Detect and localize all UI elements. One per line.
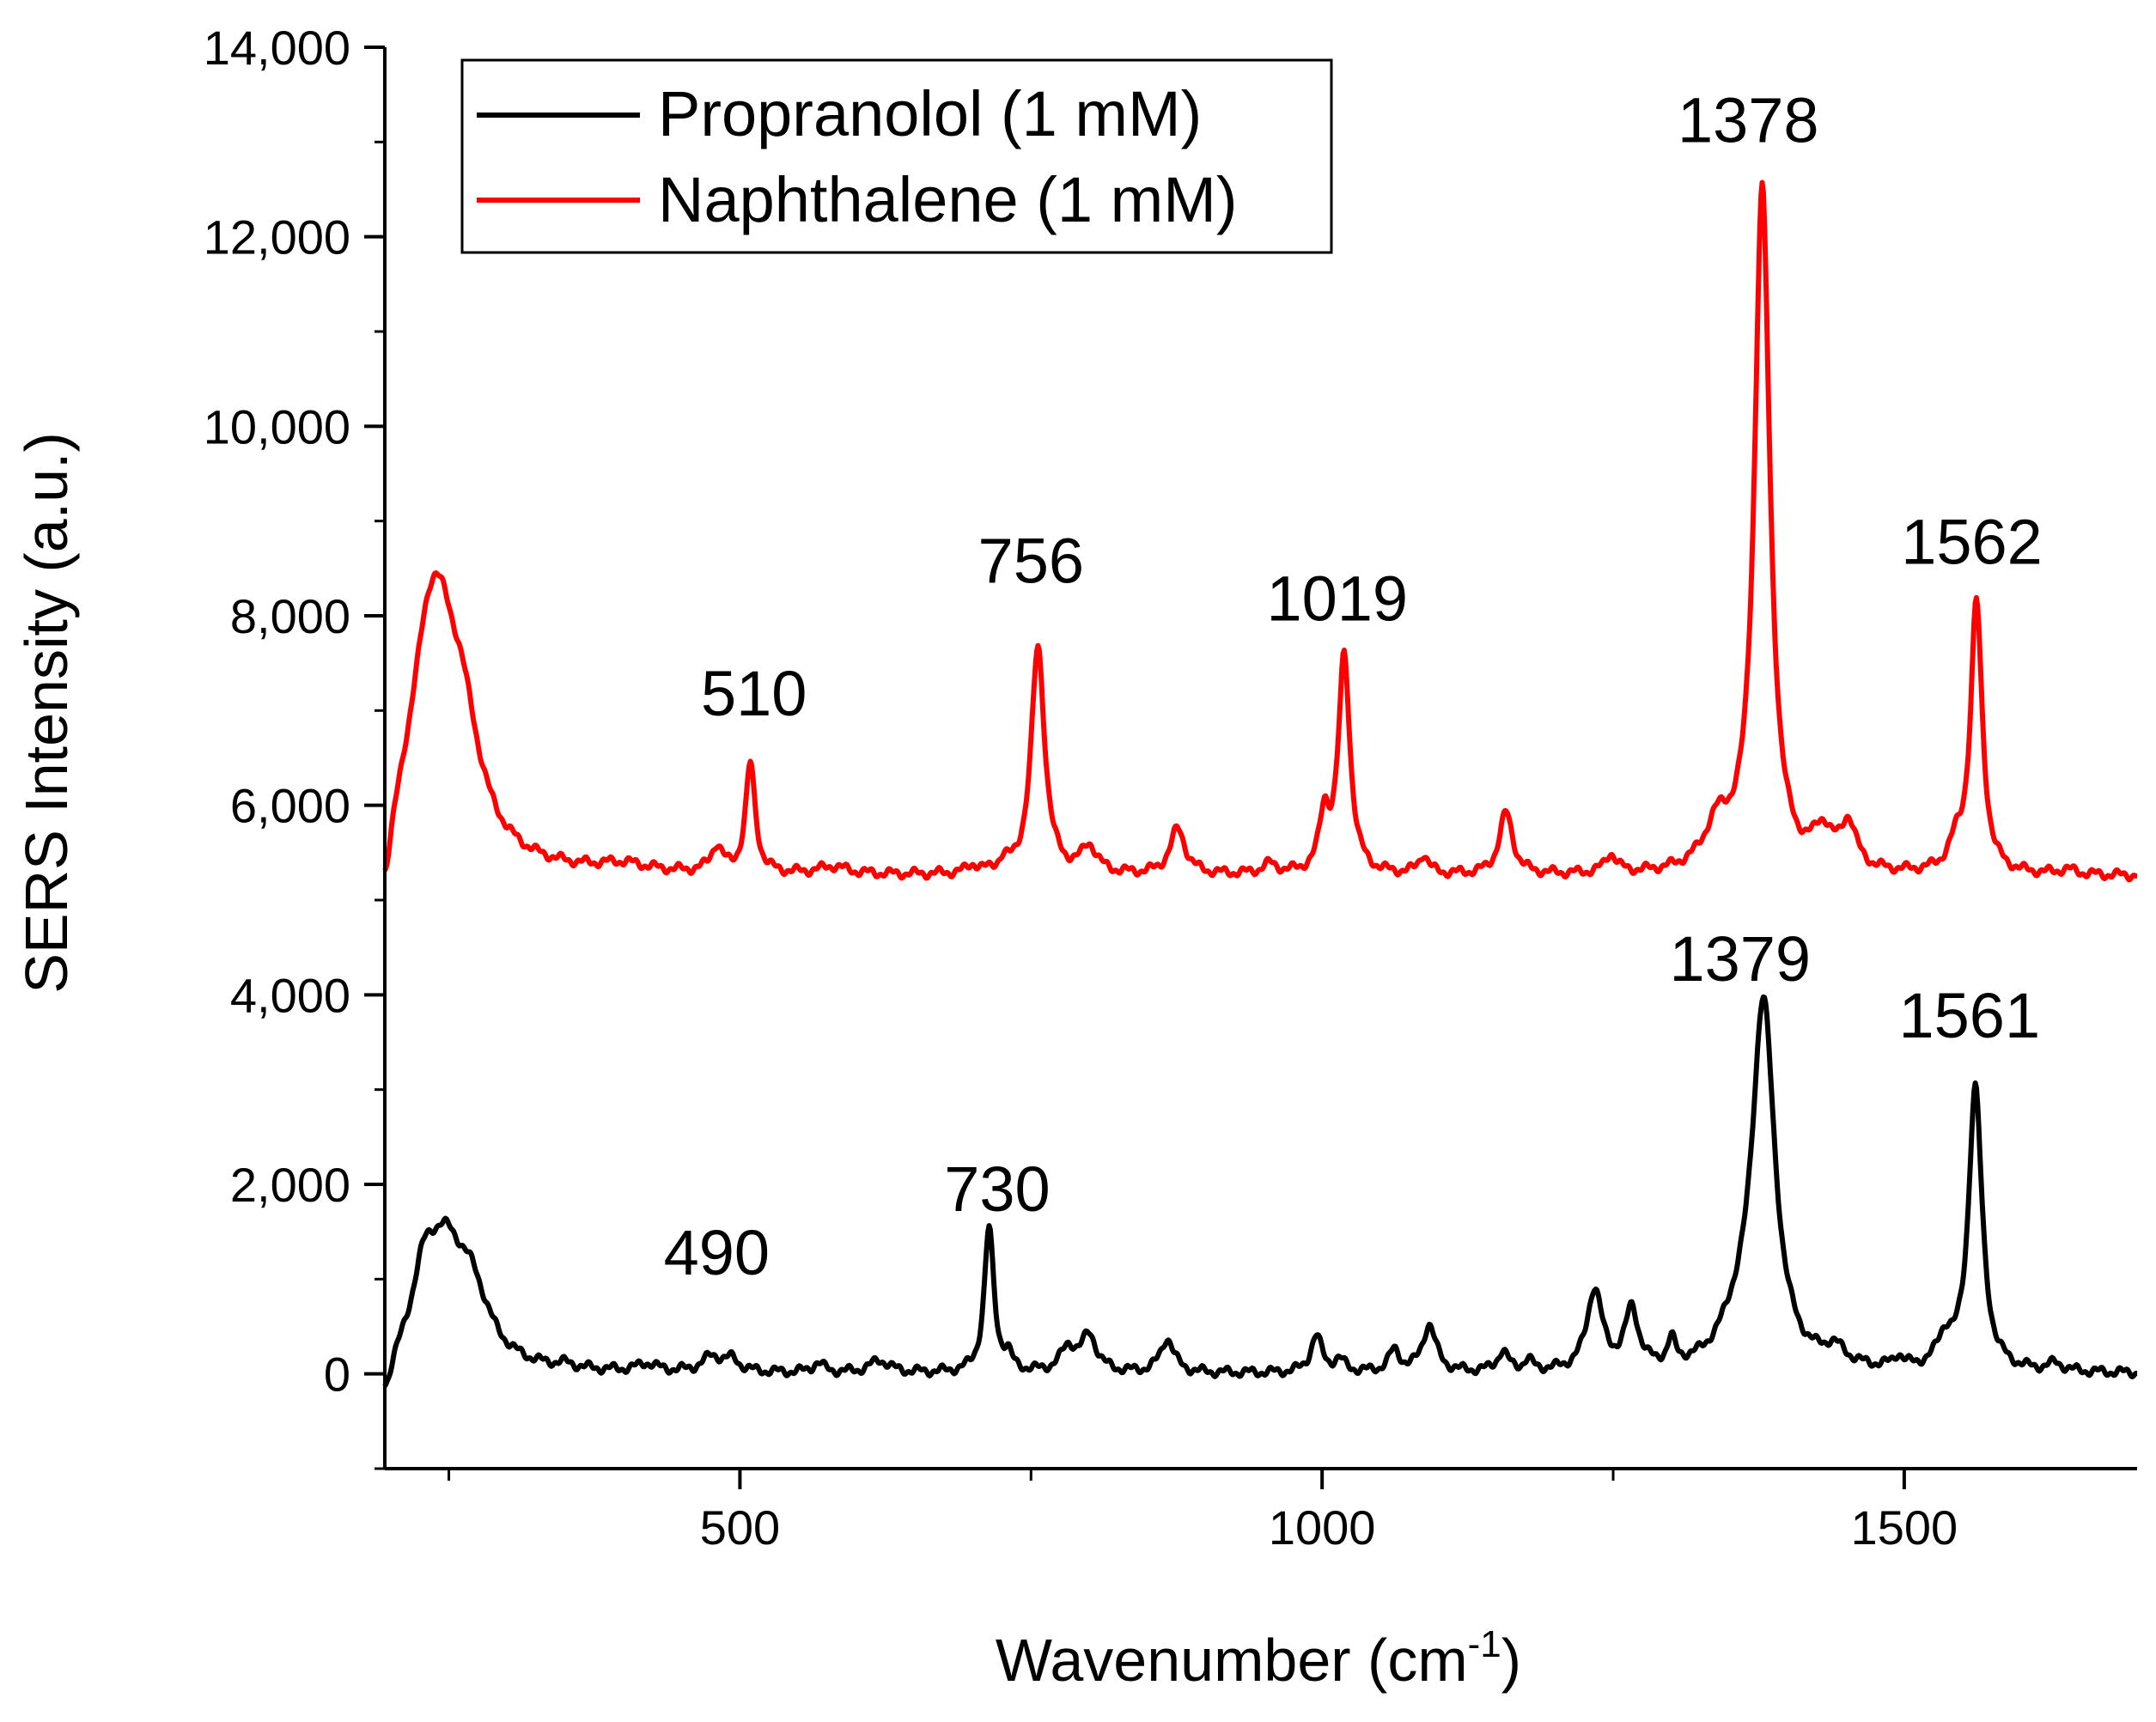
legend-label-naphthalene: Naphthalene (1 mM)	[658, 164, 1238, 235]
peak-label: 1561	[1898, 980, 2040, 1051]
y-tick-label: 12,000	[204, 210, 350, 265]
peak-label: 490	[664, 1217, 770, 1288]
y-tick-label: 4,000	[230, 968, 350, 1022]
y-tick-label: 0	[324, 1348, 350, 1402]
legend-label-propranolol: Propranolol (1 mM)	[658, 78, 1202, 149]
peak-label: 510	[701, 658, 807, 729]
series-line-naphthalene	[382, 180, 2139, 883]
y-tick-label: 6,000	[230, 779, 350, 833]
peak-label: 1379	[1669, 923, 1811, 995]
y-tick-label: 14,000	[204, 21, 350, 75]
y-tick-label: 2,000	[230, 1158, 350, 1212]
axes-group: 0 2,000 4,000 6,000 8,000 10,000 12,000 14,000 5…	[204, 21, 2137, 1555]
x-tick-label: 1000	[1269, 1500, 1376, 1555]
x-tick-label: 500	[700, 1500, 780, 1555]
peak-label: 730	[944, 1153, 1050, 1225]
peak-label: 756	[978, 525, 1084, 596]
x-tick-label: 1500	[1851, 1500, 1958, 1555]
series-group	[382, 180, 2139, 1388]
y-tick-label: 10,000	[204, 399, 350, 453]
peak-label: 1378	[1678, 84, 1819, 155]
legend: Propranolol (1 mM) Naphthalene (1 mM)	[460, 58, 1333, 254]
y-tick-label: 8,000	[230, 589, 350, 643]
legend-frame	[460, 58, 1333, 254]
x-axis-title-superscript: -1	[1468, 1623, 1501, 1665]
peak-label: 1019	[1266, 563, 1408, 635]
x-axis-title: Wavenumber (cm-1)	[996, 1623, 1521, 1694]
series-line-propranolol	[382, 994, 2139, 1388]
peak-annotations: 510 756 1019 1378 1562 490 730 1379 1561	[664, 84, 2043, 1287]
peak-label: 1562	[1901, 506, 2043, 577]
y-axis-title: SERS Intensity (a.u.)	[13, 432, 80, 994]
